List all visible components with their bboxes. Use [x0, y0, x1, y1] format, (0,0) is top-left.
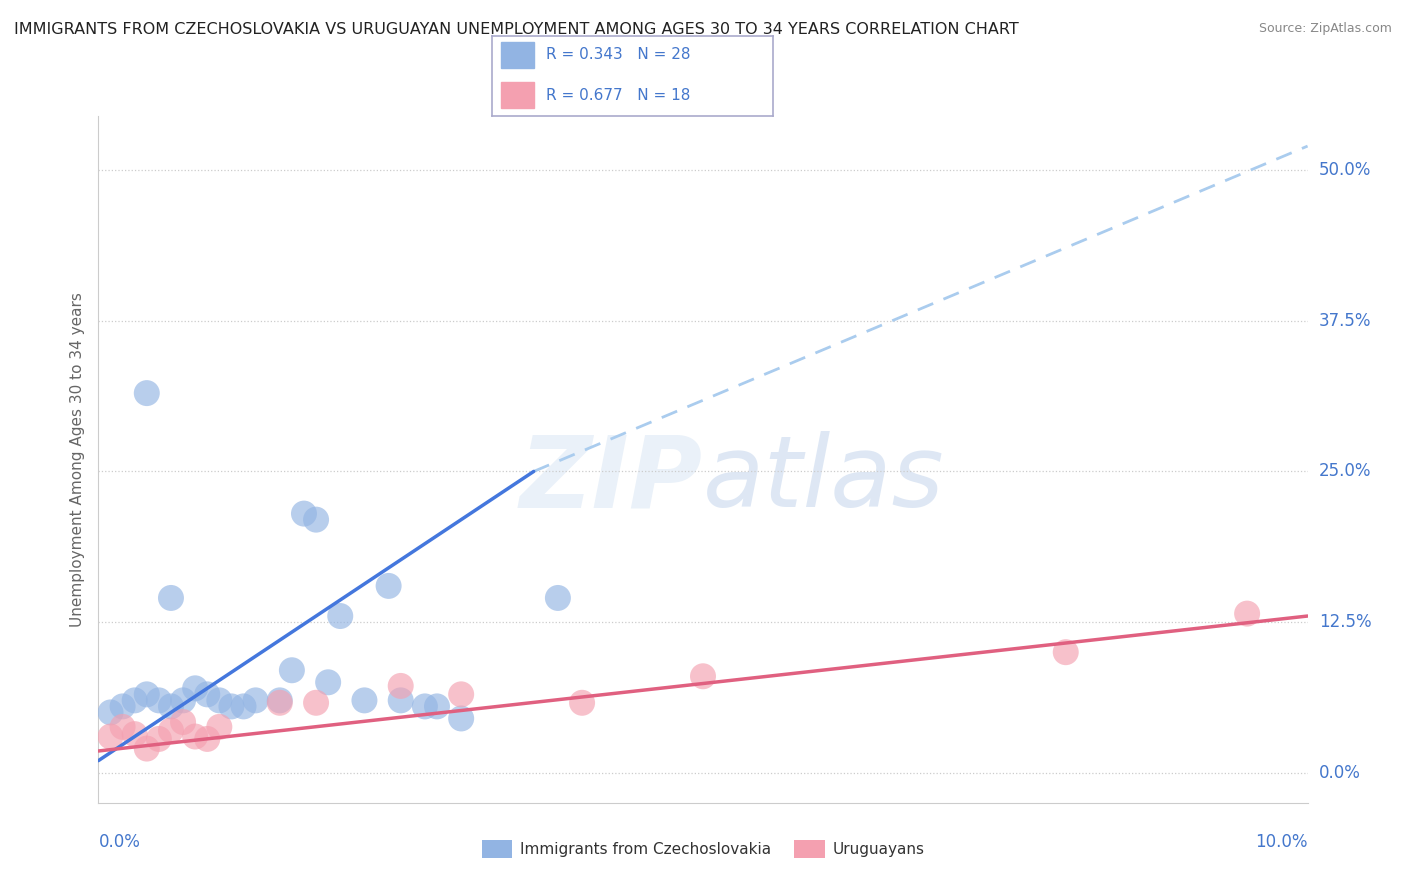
- Bar: [501, 82, 534, 108]
- Point: [135, 386, 157, 401]
- Point: [316, 675, 339, 690]
- Point: [450, 687, 472, 701]
- Point: [195, 731, 218, 746]
- Text: R = 0.677   N = 18: R = 0.677 N = 18: [546, 87, 690, 103]
- Text: Source: ZipAtlas.com: Source: ZipAtlas.com: [1258, 22, 1392, 36]
- Point: [1054, 645, 1077, 659]
- Text: 0.0%: 0.0%: [1319, 764, 1361, 781]
- Point: [111, 699, 134, 714]
- Point: [100, 730, 122, 744]
- Point: [353, 693, 375, 707]
- Point: [269, 693, 291, 707]
- Point: [221, 699, 243, 714]
- Point: [208, 720, 231, 734]
- Point: [329, 609, 352, 624]
- Point: [160, 699, 183, 714]
- Text: 37.5%: 37.5%: [1319, 312, 1371, 330]
- Point: [269, 696, 291, 710]
- Point: [232, 699, 254, 714]
- Point: [148, 731, 170, 746]
- Text: 10.0%: 10.0%: [1256, 833, 1308, 851]
- Point: [124, 727, 146, 741]
- Point: [135, 687, 157, 701]
- Point: [160, 723, 183, 738]
- Point: [160, 591, 183, 605]
- Point: [100, 706, 122, 720]
- Text: 0.0%: 0.0%: [98, 833, 141, 851]
- Point: [305, 513, 328, 527]
- Bar: [501, 42, 534, 68]
- Point: [571, 696, 593, 710]
- Point: [172, 693, 194, 707]
- Y-axis label: Unemployment Among Ages 30 to 34 years: Unemployment Among Ages 30 to 34 years: [69, 292, 84, 627]
- Point: [111, 720, 134, 734]
- Text: 25.0%: 25.0%: [1319, 462, 1371, 481]
- Point: [547, 591, 569, 605]
- Point: [135, 741, 157, 756]
- Point: [124, 693, 146, 707]
- Point: [184, 681, 207, 696]
- Text: R = 0.343   N = 28: R = 0.343 N = 28: [546, 47, 690, 62]
- Text: atlas: atlas: [703, 432, 945, 528]
- Legend: Immigrants from Czechoslovakia, Uruguayans: Immigrants from Czechoslovakia, Uruguaya…: [475, 834, 931, 863]
- Text: IMMIGRANTS FROM CZECHOSLOVAKIA VS URUGUAYAN UNEMPLOYMENT AMONG AGES 30 TO 34 YEA: IMMIGRANTS FROM CZECHOSLOVAKIA VS URUGUA…: [14, 22, 1019, 37]
- Text: 12.5%: 12.5%: [1319, 613, 1371, 631]
- Point: [281, 663, 304, 677]
- Point: [426, 699, 449, 714]
- Point: [389, 679, 412, 693]
- Point: [148, 693, 170, 707]
- Point: [389, 693, 412, 707]
- Point: [377, 579, 399, 593]
- Point: [245, 693, 267, 707]
- Point: [413, 699, 436, 714]
- Point: [305, 696, 328, 710]
- Point: [195, 687, 218, 701]
- Text: ZIP: ZIP: [520, 432, 703, 528]
- Point: [292, 507, 315, 521]
- Point: [184, 730, 207, 744]
- Point: [172, 714, 194, 729]
- Point: [450, 711, 472, 725]
- Point: [208, 693, 231, 707]
- Point: [1236, 607, 1258, 621]
- Point: [692, 669, 714, 683]
- Text: 50.0%: 50.0%: [1319, 161, 1371, 179]
